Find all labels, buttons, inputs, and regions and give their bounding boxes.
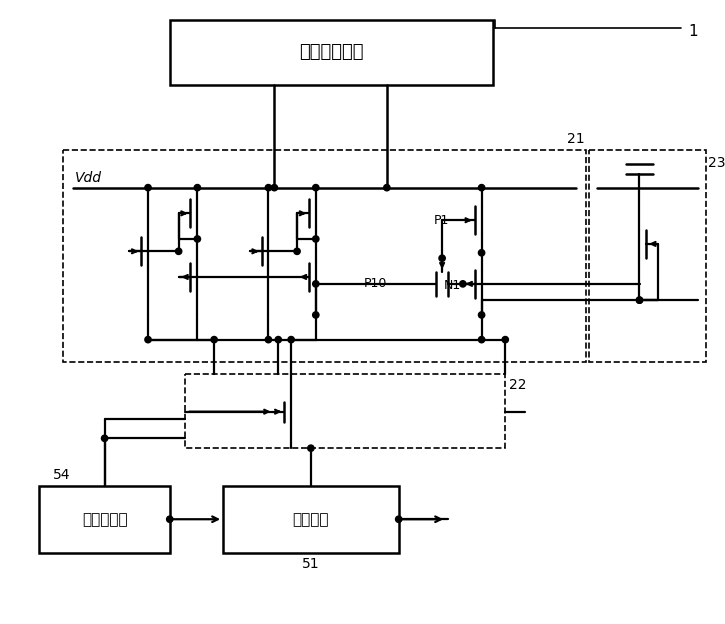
- Text: 1: 1: [688, 24, 697, 39]
- Text: N1: N1: [444, 280, 461, 293]
- Text: P10: P10: [363, 278, 387, 290]
- Circle shape: [288, 336, 294, 343]
- Circle shape: [145, 336, 152, 343]
- Bar: [39, 485, 170, 553]
- Circle shape: [478, 250, 485, 256]
- Circle shape: [294, 248, 300, 255]
- Text: 51: 51: [302, 557, 320, 571]
- Text: P1: P1: [434, 214, 449, 227]
- Text: 预驱动模块: 预驱动模块: [82, 512, 128, 527]
- Text: 21: 21: [567, 132, 584, 146]
- Bar: [589, 150, 705, 363]
- Circle shape: [194, 236, 201, 242]
- Circle shape: [265, 185, 272, 191]
- Circle shape: [384, 185, 390, 191]
- Bar: [223, 485, 399, 553]
- Circle shape: [637, 297, 642, 303]
- Circle shape: [312, 312, 319, 318]
- Circle shape: [194, 185, 201, 191]
- Circle shape: [167, 516, 173, 522]
- Circle shape: [175, 248, 182, 255]
- Bar: [170, 20, 494, 85]
- Circle shape: [439, 255, 445, 261]
- Text: 54: 54: [54, 468, 71, 482]
- Circle shape: [312, 236, 319, 242]
- Bar: [63, 150, 587, 363]
- Circle shape: [396, 516, 402, 522]
- Text: 22: 22: [509, 378, 527, 392]
- Circle shape: [265, 336, 272, 343]
- Circle shape: [478, 312, 485, 318]
- Circle shape: [145, 185, 152, 191]
- Circle shape: [478, 185, 485, 191]
- Circle shape: [460, 281, 466, 287]
- Circle shape: [211, 336, 218, 343]
- Circle shape: [275, 336, 281, 343]
- Text: 压降估计模块: 压降估计模块: [299, 44, 364, 61]
- Bar: [185, 374, 505, 448]
- Text: Vdd: Vdd: [75, 171, 102, 185]
- Circle shape: [102, 435, 108, 441]
- Circle shape: [502, 336, 508, 343]
- Circle shape: [478, 336, 485, 343]
- Circle shape: [307, 445, 314, 451]
- Circle shape: [312, 281, 319, 287]
- Circle shape: [312, 185, 319, 191]
- Text: 23: 23: [708, 156, 725, 170]
- Text: 驱动模块: 驱动模块: [293, 512, 329, 527]
- Circle shape: [637, 297, 642, 303]
- Circle shape: [271, 185, 278, 191]
